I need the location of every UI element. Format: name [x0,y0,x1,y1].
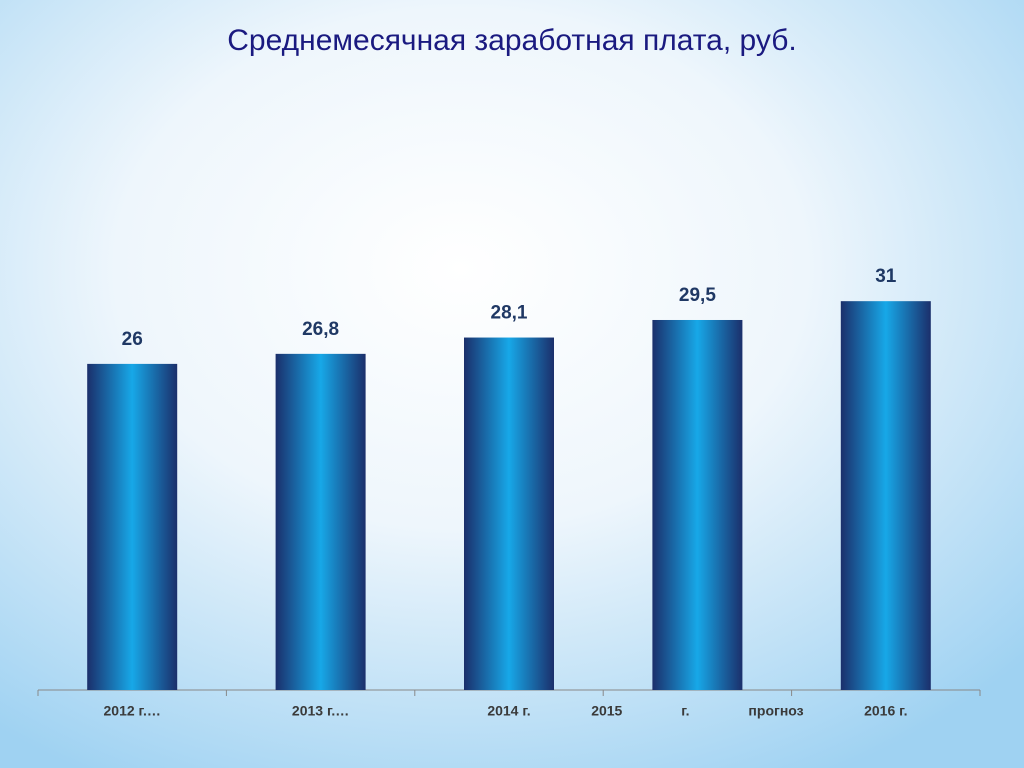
x-tick-label: 2012 г.… [104,703,161,719]
chart-title: Среднемесячная заработная плата, руб. [227,24,796,57]
bar [275,353,366,690]
data-label: 28,1 [491,303,528,324]
bar [87,363,178,690]
data-label: 31 [875,266,897,287]
data-label: 26,8 [302,319,339,340]
x-tick-label: 2013 г.… [292,703,349,719]
bar [464,337,554,690]
bar [840,301,931,690]
x-tick-label: 2015 г. прогноз [591,703,803,719]
x-tick-label: 2014 г. [487,703,530,719]
data-label: 26 [122,329,143,350]
bar [652,319,743,690]
data-label: 29,5 [679,285,716,306]
x-tick-label: 2016 г. [864,703,907,719]
